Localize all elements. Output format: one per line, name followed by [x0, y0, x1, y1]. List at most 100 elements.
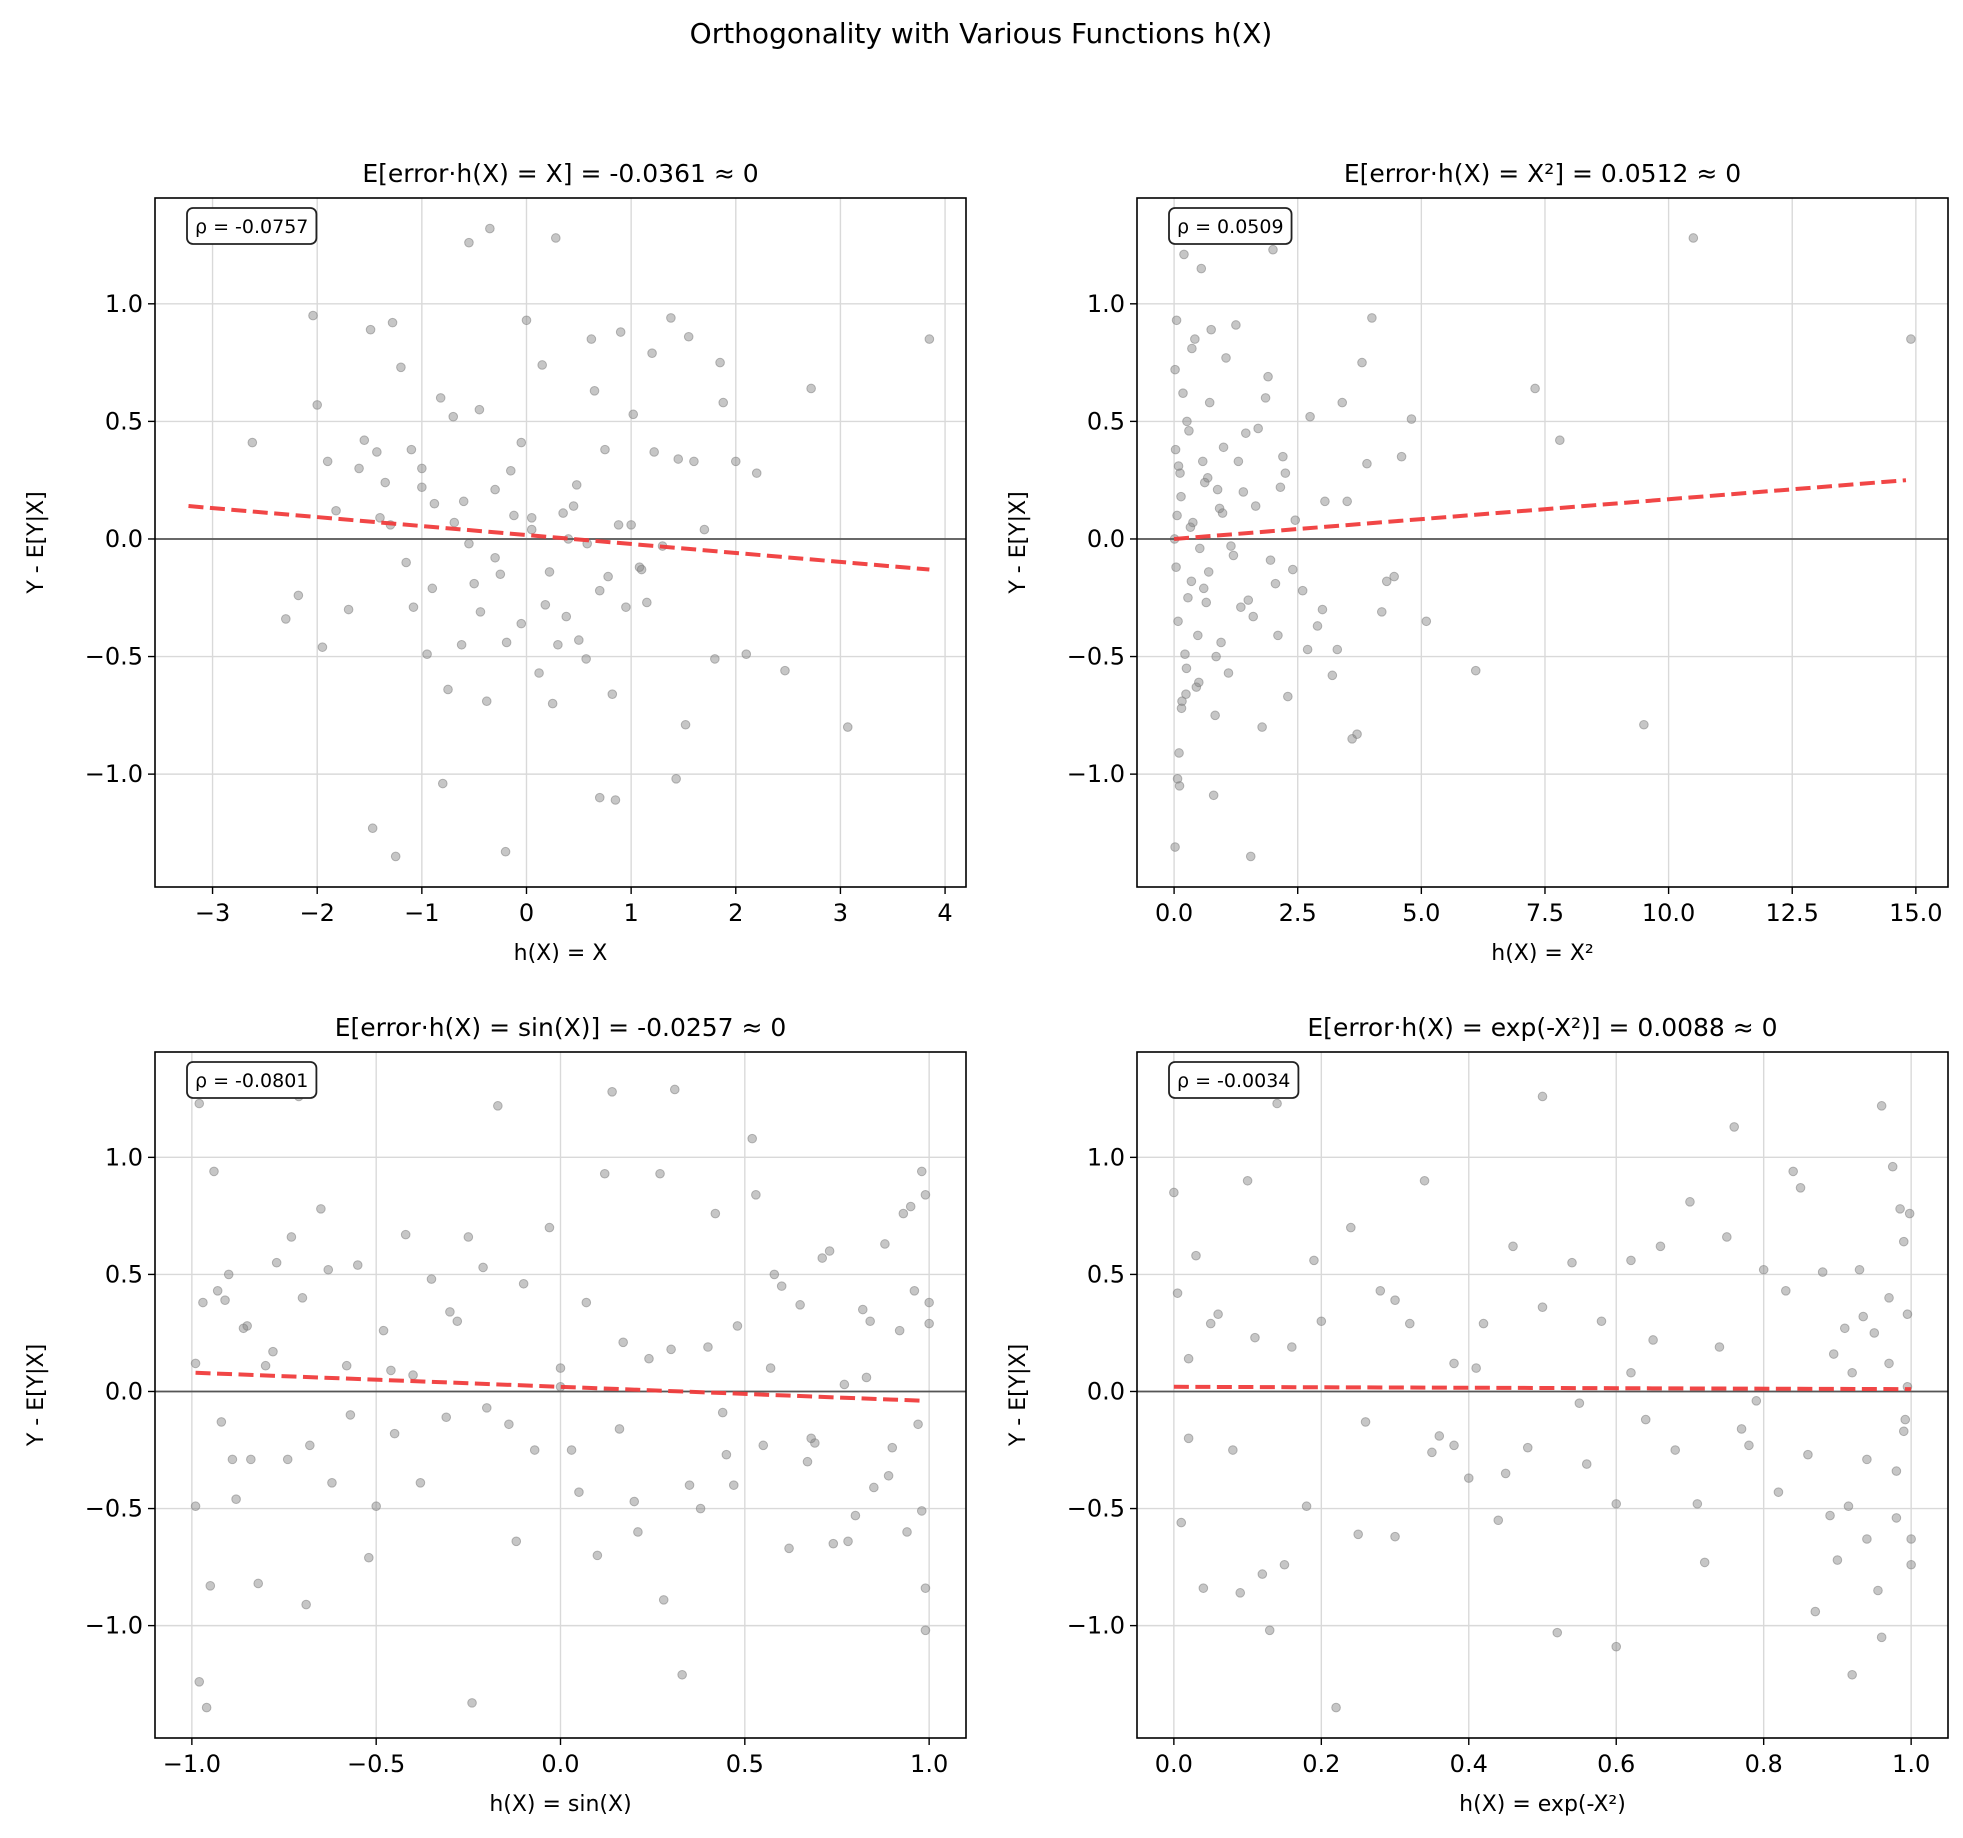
- data-point: [806, 383, 816, 394]
- data-point: [558, 508, 568, 518]
- data-point: [1287, 1342, 1297, 1352]
- data-point: [1714, 1342, 1725, 1352]
- data-point: [710, 1208, 721, 1219]
- x-tick-label: −0.5: [347, 1750, 405, 1778]
- x-tick-label: 15.0: [1889, 899, 1942, 927]
- data-point: [1869, 1328, 1880, 1338]
- data-point: [1178, 388, 1188, 398]
- data-point: [618, 1337, 628, 1348]
- data-point: [1206, 324, 1216, 335]
- x-tick-label: 0.2: [1302, 1750, 1340, 1778]
- data-point: [1873, 1585, 1883, 1596]
- data-point: [1596, 1316, 1607, 1327]
- data-point: [1210, 710, 1220, 721]
- y-tick-label: −1.0: [85, 760, 143, 788]
- x-tick-label: 0.5: [726, 1750, 764, 1778]
- data-point: [375, 513, 385, 523]
- data-point: [198, 1297, 208, 1308]
- data-point: [505, 465, 516, 476]
- data-point: [312, 400, 323, 410]
- data-point: [1208, 790, 1219, 801]
- data-point: [581, 654, 591, 664]
- data-point: [1193, 630, 1203, 641]
- data-point: [673, 454, 684, 464]
- data-point: [1463, 1473, 1474, 1483]
- data-point: [1236, 602, 1246, 612]
- data-point: [594, 792, 605, 803]
- data-point: [599, 1168, 610, 1179]
- y-tick-label: 0.5: [105, 407, 143, 435]
- data-point: [1317, 604, 1328, 615]
- data-point: [1275, 482, 1286, 493]
- annotation-box: [1168, 1061, 1300, 1099]
- data-point: [456, 639, 467, 650]
- data-point: [644, 1353, 654, 1364]
- data-point: [194, 1098, 205, 1109]
- data-point: [1172, 510, 1182, 521]
- data-point: [810, 1438, 820, 1448]
- data-point: [1332, 644, 1343, 655]
- data-point: [1611, 1641, 1622, 1652]
- y-tick-label: 0.0: [105, 525, 143, 553]
- data-point: [1360, 1417, 1371, 1427]
- data-point: [1895, 1204, 1905, 1214]
- data-point: [574, 1487, 584, 1497]
- data-point: [1211, 651, 1221, 662]
- data-point: [282, 1454, 293, 1465]
- data-point: [481, 696, 492, 707]
- data-point: [365, 324, 376, 335]
- data-point: [1699, 1557, 1710, 1568]
- data-point: [1900, 1414, 1911, 1425]
- data-point: [1342, 496, 1352, 507]
- data-point: [1639, 719, 1649, 730]
- regression-fit-line: [1173, 478, 1907, 541]
- data-point: [220, 1295, 230, 1305]
- data-point: [695, 1503, 706, 1514]
- data-point: [561, 611, 572, 622]
- x-tick-label: 1.0: [910, 1750, 948, 1778]
- data-point: [1357, 357, 1367, 368]
- subplot-title: E[error·h(X) = sin(X)] = -0.0257 ≈ 0: [335, 1013, 787, 1042]
- data-point: [586, 334, 597, 344]
- data-point: [1904, 1208, 1915, 1219]
- data-point: [1884, 1293, 1894, 1303]
- x-tick-label: 0.0: [541, 1750, 579, 1778]
- data-point: [485, 223, 495, 234]
- data-point: [464, 538, 474, 549]
- data-point: [1626, 1367, 1636, 1378]
- data-point: [843, 1536, 853, 1547]
- data-point: [253, 1578, 264, 1589]
- regression-fit-line: [195, 1370, 926, 1403]
- correlation-text: ρ = -0.0034: [1177, 1070, 1290, 1092]
- data-point: [327, 1477, 337, 1488]
- data-point: [839, 1379, 850, 1390]
- data-point: [1202, 473, 1213, 483]
- data-point: [633, 1527, 643, 1537]
- data-point: [1176, 1517, 1187, 1528]
- data-point: [1201, 597, 1212, 608]
- data-point: [521, 315, 532, 326]
- data-point: [364, 1552, 374, 1563]
- data-point: [452, 1316, 463, 1327]
- data-point: [732, 1321, 743, 1331]
- data-point: [769, 1269, 780, 1280]
- correlation-annotation: ρ = -0.0034: [1168, 1061, 1300, 1099]
- data-point: [1198, 583, 1209, 594]
- data-point: [500, 846, 511, 857]
- data-point: [669, 1084, 680, 1095]
- data-point: [1312, 621, 1323, 631]
- data-point: [301, 1599, 311, 1610]
- data-point: [1847, 1367, 1857, 1378]
- data-point: [378, 1325, 389, 1336]
- data-point: [1396, 451, 1407, 462]
- data-point: [1839, 1323, 1850, 1334]
- x-tick-label: 2: [728, 899, 743, 927]
- data-point: [1906, 334, 1916, 344]
- data-point: [1367, 313, 1377, 323]
- data-point: [281, 614, 291, 624]
- correlation-text: ρ = -0.0801: [195, 1070, 308, 1092]
- data-point: [516, 618, 527, 629]
- data-point: [1337, 397, 1348, 408]
- data-point: [916, 1166, 927, 1177]
- data-point: [1537, 1091, 1548, 1102]
